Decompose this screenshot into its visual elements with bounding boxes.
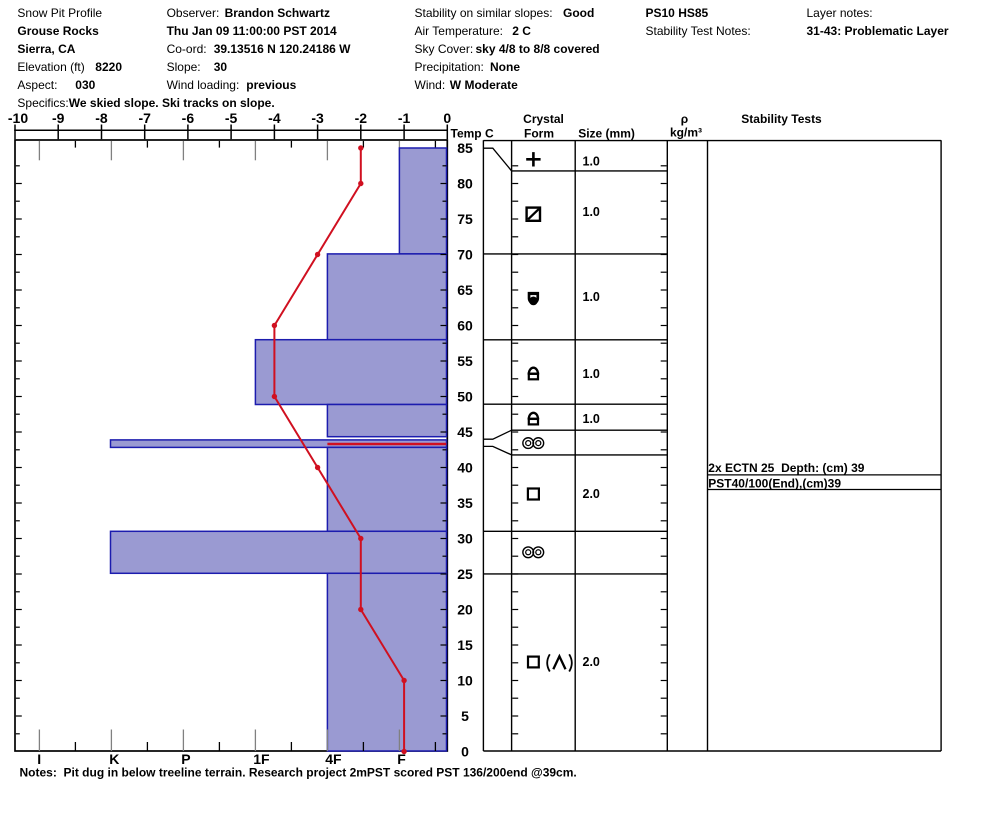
svg-text:55: 55 — [457, 353, 473, 369]
svg-text:0: 0 — [461, 744, 469, 760]
svg-text:Size (mm): Size (mm) — [578, 126, 635, 140]
svg-text:Co-ord:: Co-ord: — [167, 42, 207, 56]
svg-text:Slope:: Slope: — [167, 60, 201, 74]
svg-text:-7: -7 — [138, 110, 151, 126]
svg-text:Stability Test Notes:: Stability Test Notes: — [646, 24, 751, 38]
svg-text:-10: -10 — [8, 110, 28, 126]
svg-text:-2: -2 — [355, 110, 368, 126]
svg-text:Specifics:: Specifics: — [17, 96, 68, 110]
svg-text:Elevation (ft): Elevation (ft) — [17, 60, 84, 74]
svg-text:Wind loading:: Wind loading: — [167, 78, 240, 92]
svg-text:Crystal: Crystal — [523, 112, 564, 126]
svg-text:previous: previous — [246, 78, 296, 92]
svg-text:2.0: 2.0 — [583, 655, 600, 669]
svg-text:-5: -5 — [225, 110, 238, 126]
svg-text:Thu Jan 09 11:00:00 PST 2014: Thu Jan 09 11:00:00 PST 2014 — [167, 24, 337, 38]
svg-text:-6: -6 — [182, 110, 195, 126]
svg-text:None: None — [490, 60, 520, 74]
svg-text:60: 60 — [457, 318, 473, 334]
svg-text:1.0: 1.0 — [583, 367, 600, 381]
svg-text:-3: -3 — [311, 110, 324, 126]
svg-text:Precipitation:: Precipitation: — [415, 60, 484, 74]
svg-text:F: F — [397, 751, 406, 767]
svg-text:70: 70 — [457, 247, 473, 263]
svg-text:Grouse Rocks: Grouse Rocks — [17, 24, 99, 38]
svg-text:45: 45 — [457, 424, 473, 440]
svg-text:80: 80 — [457, 176, 473, 192]
svg-text:Form: Form — [524, 126, 554, 140]
svg-text:Stability on similar slopes:: Stability on similar slopes: — [415, 6, 553, 20]
svg-text:Depth: (cm) 39: Depth: (cm) 39 — [781, 461, 865, 475]
svg-text:50: 50 — [457, 389, 473, 405]
svg-text:-9: -9 — [52, 110, 65, 126]
svg-text:K: K — [109, 751, 119, 767]
svg-text:-1: -1 — [398, 110, 411, 126]
svg-text:P: P — [181, 751, 190, 767]
svg-text:030: 030 — [75, 78, 95, 92]
svg-text:1.0: 1.0 — [583, 412, 600, 426]
svg-text:2x ECTN 25: 2x ECTN 25 — [708, 461, 774, 475]
svg-text:Sky Cover:: Sky Cover: — [415, 42, 474, 56]
svg-text:85: 85 — [457, 140, 473, 156]
svg-text:I: I — [37, 751, 41, 767]
svg-text:ρ: ρ — [681, 112, 688, 126]
svg-text:30: 30 — [214, 60, 228, 74]
svg-text:1F: 1F — [253, 751, 270, 767]
svg-text:2.0: 2.0 — [583, 487, 600, 501]
svg-text:15: 15 — [457, 637, 473, 653]
svg-text:Aspect:: Aspect: — [17, 78, 57, 92]
svg-text:1.0: 1.0 — [583, 205, 600, 219]
svg-text:65: 65 — [457, 282, 473, 298]
svg-text:W Moderate: W Moderate — [450, 78, 518, 92]
svg-text:Notes: Pit dug in below treel: Notes: Pit dug in below treeline terrain… — [20, 766, 577, 780]
svg-text:2 C: 2 C — [512, 24, 531, 38]
svg-text:Brandon Schwartz: Brandon Schwartz — [225, 6, 330, 20]
svg-text:-4: -4 — [268, 110, 281, 126]
svg-text:4F: 4F — [325, 751, 342, 767]
svg-text:5: 5 — [461, 708, 469, 724]
svg-text:Observer:: Observer: — [167, 6, 220, 20]
svg-text:PST40/100(End),(cm)39: PST40/100(End),(cm)39 — [708, 476, 841, 490]
svg-text:-8: -8 — [95, 110, 108, 126]
svg-text:25: 25 — [457, 566, 473, 582]
svg-text:Layer notes:: Layer notes: — [807, 6, 873, 20]
svg-text:35: 35 — [457, 495, 473, 511]
svg-text:30: 30 — [457, 531, 473, 547]
svg-text:Wind:: Wind: — [415, 78, 446, 92]
svg-text:31-43: Problematic Layer: 31-43: Problematic Layer — [807, 24, 949, 38]
svg-text:PS10 HS85: PS10 HS85 — [646, 6, 709, 20]
svg-text:Temp C: Temp C — [451, 126, 494, 140]
svg-text:kg/m³: kg/m³ — [670, 125, 702, 139]
svg-text:Snow Pit Profile: Snow Pit Profile — [17, 6, 102, 20]
svg-text:75: 75 — [457, 211, 473, 227]
svg-text:20: 20 — [457, 602, 473, 618]
svg-text:1.0: 1.0 — [583, 155, 600, 169]
svg-text:Good: Good — [563, 6, 594, 20]
svg-text:sky 4/8 to 8/8 covered: sky 4/8 to 8/8 covered — [476, 42, 600, 56]
svg-text:We skied slope. Ski tracks on: We skied slope. Ski tracks on slope. — [69, 96, 275, 110]
svg-text:8220: 8220 — [95, 60, 122, 74]
svg-text:Sierra, CA: Sierra, CA — [17, 42, 75, 56]
svg-text:1.0: 1.0 — [583, 290, 600, 304]
svg-text:40: 40 — [457, 460, 473, 476]
svg-text:10: 10 — [457, 673, 473, 689]
svg-text:39.13516 N 120.24186 W: 39.13516 N 120.24186 W — [214, 42, 351, 56]
svg-text:Stability Tests: Stability Tests — [741, 112, 822, 126]
svg-text:Air Temperature:: Air Temperature: — [415, 24, 503, 38]
svg-text:0: 0 — [443, 110, 451, 126]
